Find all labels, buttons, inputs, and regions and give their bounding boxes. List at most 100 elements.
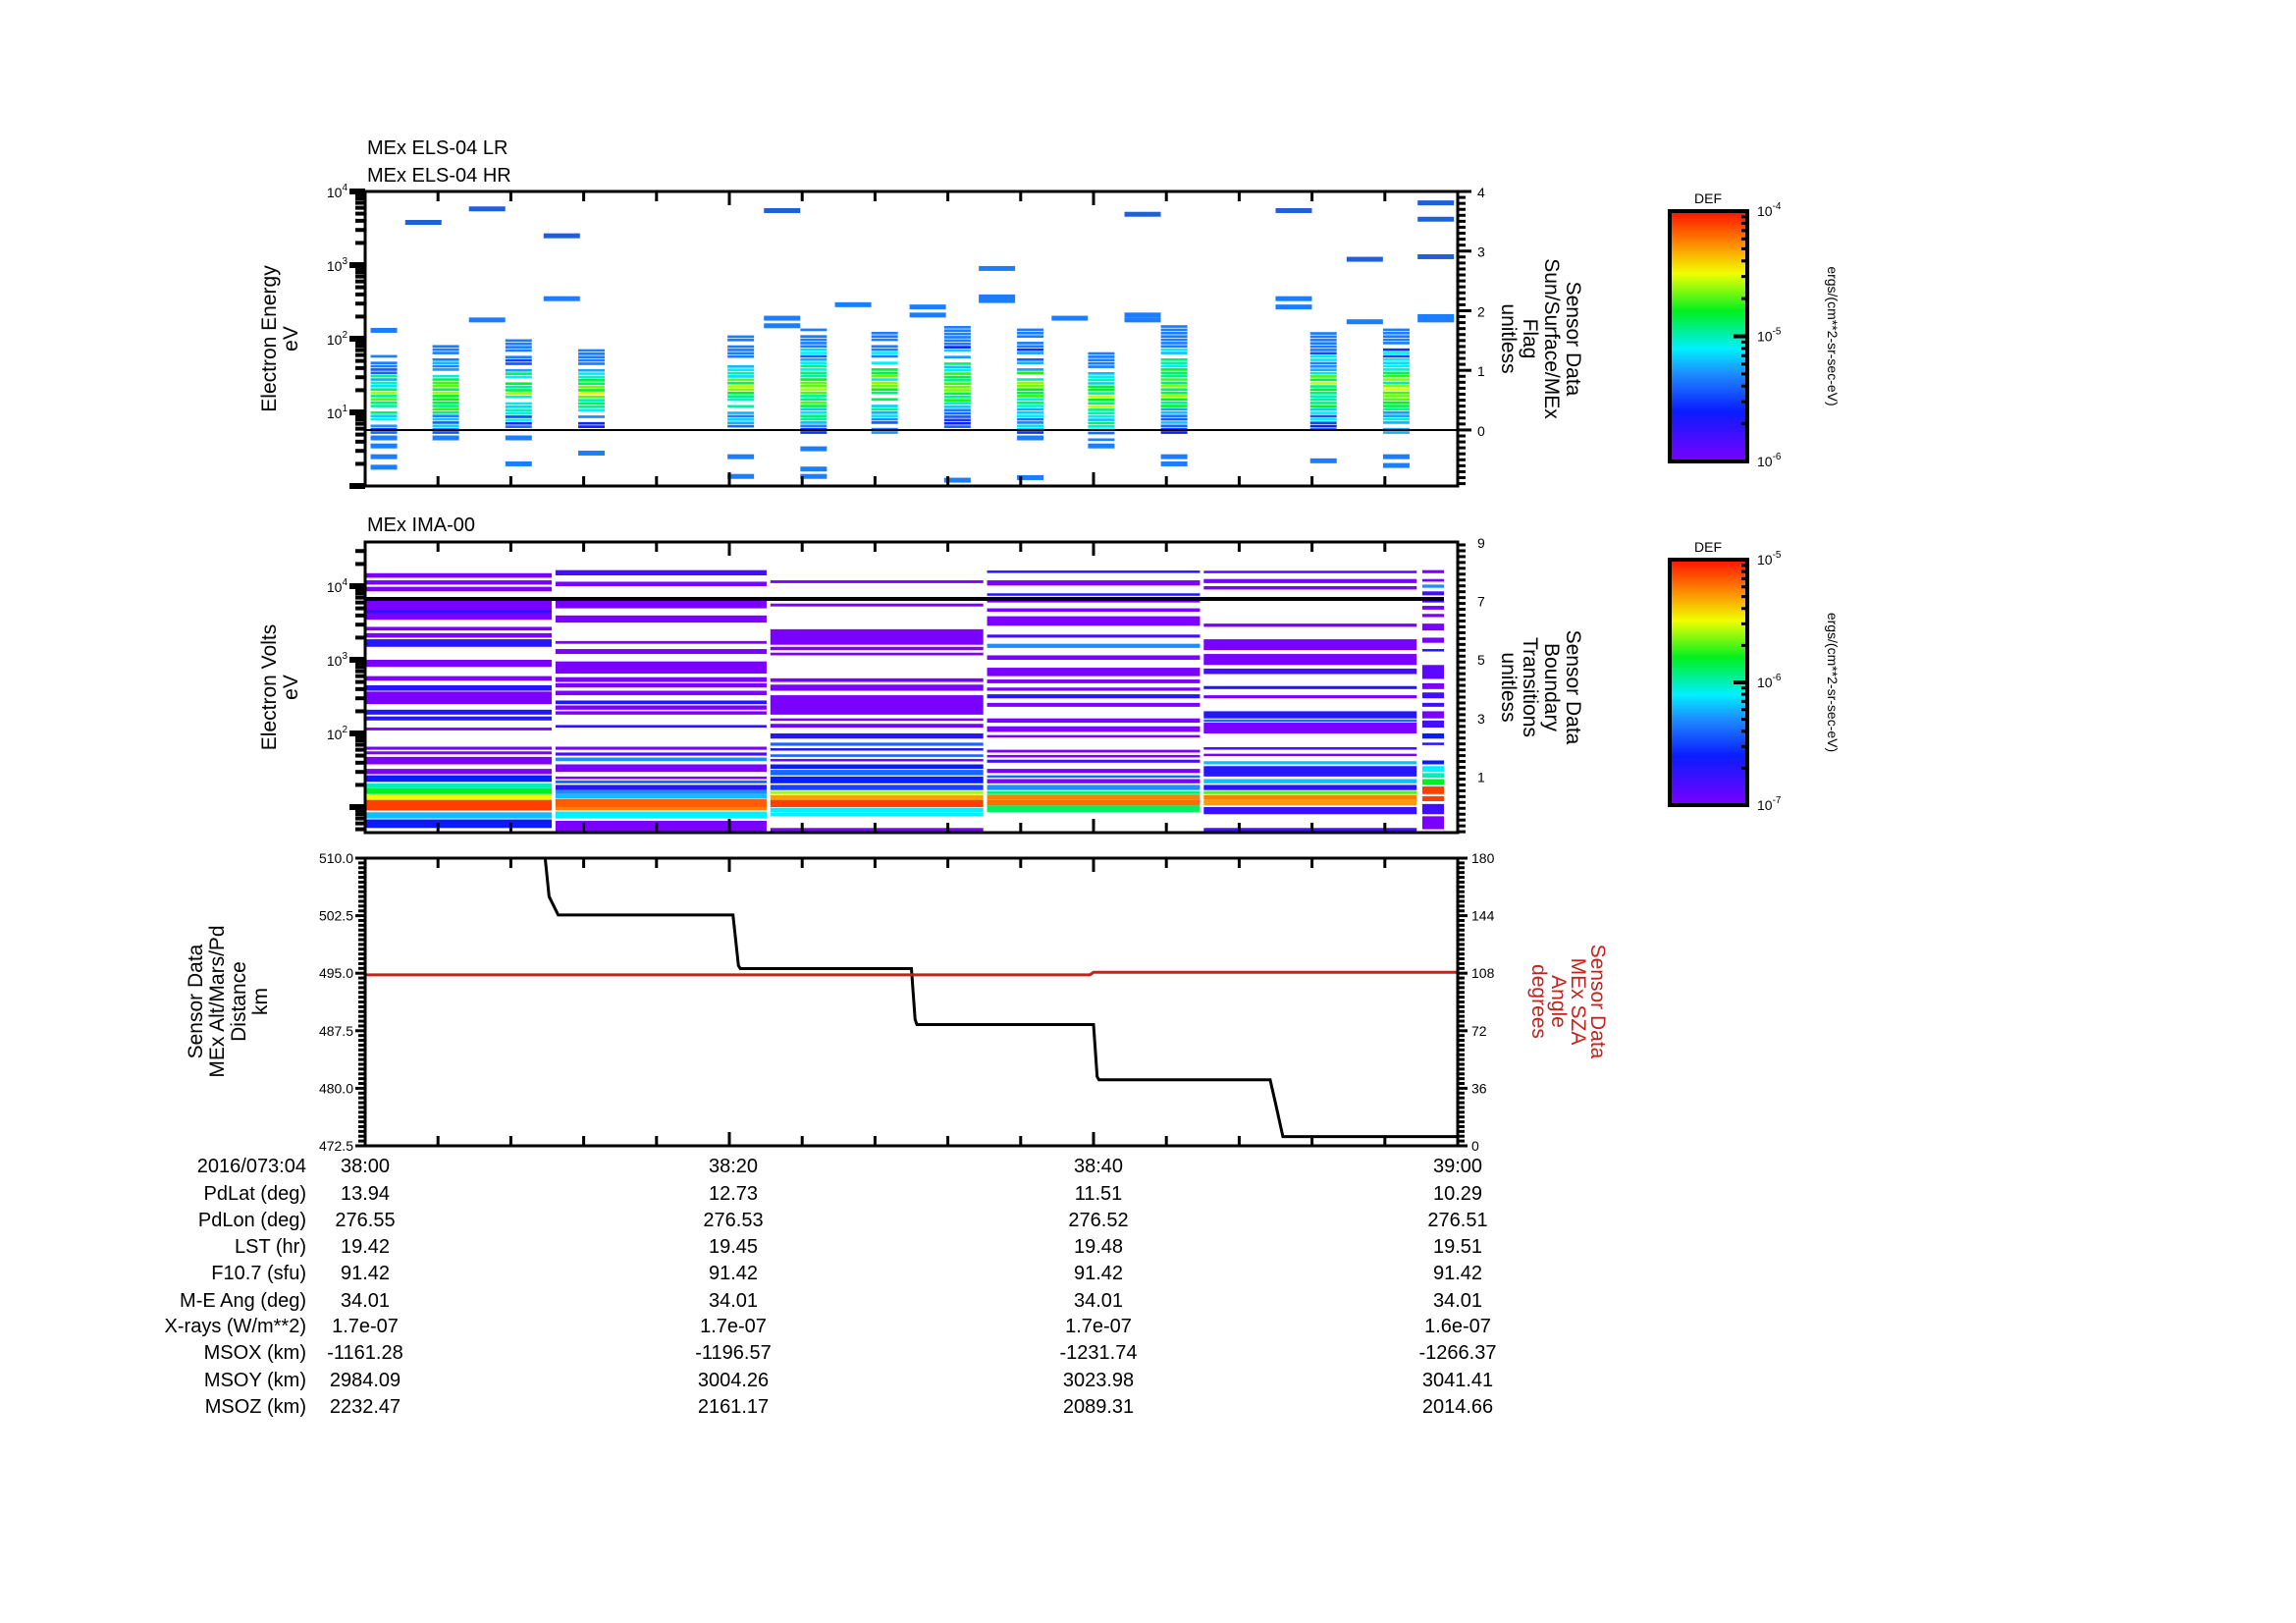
ephemeris-value: 2232.47 [330, 1396, 400, 1418]
ima-energy-band [1421, 623, 1445, 631]
ima-energy-band [1421, 742, 1445, 745]
ima-energy-band [987, 593, 1201, 596]
ephemeris-value: 91.42 [1074, 1263, 1123, 1284]
els-energy-bin [800, 421, 828, 424]
els-energy-bin [578, 362, 606, 365]
els-energy-bin [943, 368, 971, 372]
ima-energy-band [1421, 711, 1445, 719]
y-tick-label-base: 10 [327, 579, 343, 595]
els-energy-bin [1160, 348, 1188, 352]
ima-energy-band [555, 821, 767, 832]
els-energy-bin [943, 326, 971, 329]
els-energy-line [800, 466, 828, 472]
els-energy-bin [943, 342, 971, 346]
els-energy-bin [1382, 368, 1410, 371]
y2-tick-label: 7 [1477, 594, 1485, 610]
y-tick-label-base: 10 [327, 258, 343, 274]
els-energy-bin [370, 401, 398, 405]
y-tick-label: 101 [327, 404, 348, 421]
y2-tick-label: 3 [1477, 711, 1485, 727]
ima-energy-band [555, 597, 767, 609]
colorbar-tick-label: 10-5 [1757, 327, 1782, 345]
els-energy-bin [432, 395, 459, 398]
els-energy-bin [871, 384, 898, 388]
els-energy-line [909, 312, 946, 318]
ima-energy-band [987, 616, 1201, 626]
y-tick-label: 102 [327, 330, 348, 348]
ephemeris-value: 1.7e-07 [1065, 1316, 1132, 1337]
els-energy-bin [578, 421, 606, 425]
ima-energy-band [987, 718, 1201, 724]
els-energy-bin [370, 381, 398, 385]
els-energy-bin [1017, 401, 1044, 405]
ima-energy-band [770, 807, 984, 813]
panel2-title: MEx IMA-00 [367, 514, 475, 536]
ima-energy-band [1203, 570, 1417, 573]
ima-energy-band [987, 600, 1201, 603]
els-energy-bin [505, 418, 532, 422]
els-energy-bin [1382, 354, 1410, 358]
els-energy-bin [432, 431, 459, 434]
els-energy-bin [800, 357, 828, 361]
els-energy-bin [578, 425, 606, 428]
els-energy-bin [943, 402, 971, 406]
els-energy-bin [1160, 388, 1188, 392]
ima-energy-band [770, 748, 984, 751]
els-energy-bin [505, 392, 532, 396]
colorbar-tick-label-base: 10 [1757, 203, 1773, 219]
ima-energy-band [1421, 779, 1445, 785]
els-energy-bin [1309, 398, 1337, 402]
els-energy-bin [800, 407, 828, 411]
els-energy-bin [871, 335, 898, 339]
els-energy-bin [505, 358, 532, 362]
els-energy-bin [578, 382, 606, 386]
panel1-y2label-line: Sun/Surface/MEx [1540, 258, 1563, 419]
els-energy-bin [943, 339, 971, 343]
y2-tick-label: 108 [1471, 965, 1495, 981]
ima-energy-band [770, 790, 984, 794]
ima-energy-band [1421, 692, 1445, 699]
ima-energy-band [366, 626, 553, 631]
els-energy-bin [1017, 342, 1044, 345]
els-energy-bin [1088, 398, 1115, 402]
els-energy-bin [1017, 395, 1044, 398]
ima-energy-band [987, 643, 1201, 648]
els-energy-bin [727, 398, 755, 402]
colorbar-tick-label-exp: -7 [1773, 795, 1782, 806]
ima-energy-band [987, 726, 1201, 732]
panel3-y2label-line: Sensor Data [1586, 945, 1609, 1059]
els-energy-line [1309, 458, 1337, 463]
ima-energy-band [770, 784, 984, 790]
els-energy-bin [505, 349, 532, 352]
ima-energy-band [555, 789, 767, 794]
y-tick-label-exp: 2 [342, 330, 347, 341]
ima-energy-band [770, 794, 984, 800]
els-energy-bin [1382, 357, 1410, 361]
els-energy-line [543, 233, 580, 239]
els-energy-bin [1160, 368, 1188, 371]
ima-energy-band [555, 811, 767, 819]
ima-energy-band [366, 775, 553, 783]
els-energy-bin [943, 372, 971, 375]
els-energy-bin [370, 431, 398, 434]
els-energy-bin [727, 417, 755, 421]
els-energy-bin [370, 364, 398, 368]
colorbar-tick-label-base: 10 [1757, 797, 1773, 813]
ima-energy-band [366, 783, 553, 788]
els-energy-bin [800, 398, 828, 402]
els-energy-bin [1382, 417, 1410, 421]
els-energy-bin [1160, 381, 1188, 385]
els-energy-bin [943, 399, 971, 402]
colorbar-tick-label: 10-6 [1757, 452, 1782, 469]
els-energy-bin [1382, 391, 1410, 395]
els-energy-line [543, 296, 580, 301]
els-energy-bin [727, 349, 755, 352]
els-energy-bin [1017, 331, 1044, 335]
colorbar-tick-label-exp: -4 [1773, 201, 1782, 212]
y2-tick-label: 72 [1471, 1023, 1487, 1039]
ima-energy-band [366, 746, 553, 750]
y-tick-label-base: 10 [327, 727, 343, 742]
els-energy-bin [1382, 335, 1410, 339]
ima-energy-band [555, 581, 767, 586]
